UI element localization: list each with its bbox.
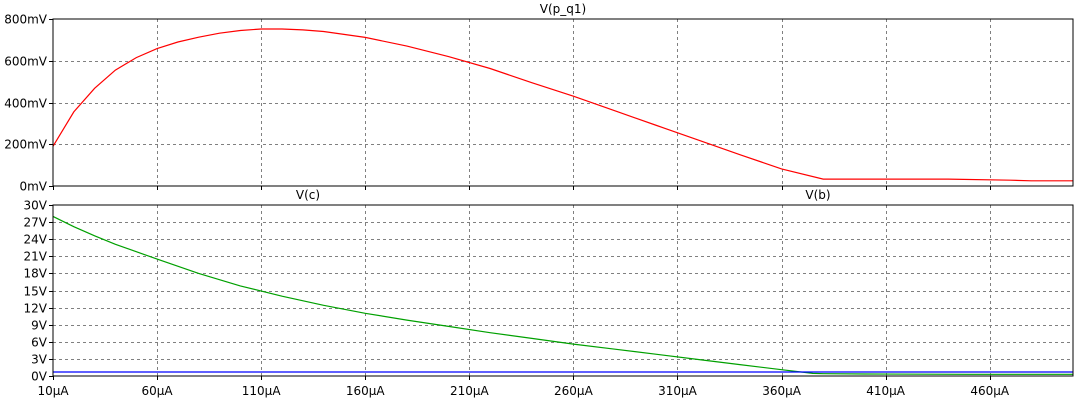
x-tick-label: 310µA [658, 384, 698, 398]
x-tick-label: 410µA [866, 384, 906, 398]
bottom-pane-frame [52, 204, 1074, 377]
trace-v-c[interactable] [52, 215, 1073, 375]
top-y-tick-label: 200mV [4, 138, 48, 152]
bottom-y-tick-label: 6V [31, 336, 48, 350]
x-tick-label: 360µA [762, 384, 802, 398]
x-tick-label: 60µA [142, 384, 174, 398]
x-tick-label: 160µA [346, 384, 386, 398]
x-tick-label: 110µA [242, 384, 282, 398]
top-y-tick-label: 0mV [19, 180, 47, 194]
bottom-y-tick-label: 18V [24, 267, 48, 281]
bottom-y-tick-label: 30V [24, 199, 48, 213]
bottom-y-tick-label: 3V [31, 353, 48, 367]
bottom-y-tick-label: 0V [31, 370, 48, 384]
trace-label-v-b[interactable]: V(b) [805, 188, 830, 202]
bottom-pane-traces [52, 215, 1073, 375]
top-pane-traces [52, 28, 1073, 182]
bottom-pane-trace-labels: V(c) V(b) [296, 188, 831, 202]
bottom-y-tick-label: 24V [24, 233, 48, 247]
top-pane-grid [53, 19, 1073, 190]
x-tick-label: 10µA [37, 384, 69, 398]
bottom-pane[interactable]: 0V 3V 6V 9V 12V 15V 18V 21V 24V 27V 30V V(c) V(b) [24, 188, 1074, 384]
x-tick-label: 210µA [450, 384, 490, 398]
x-tick-label: 260µA [554, 384, 594, 398]
top-y-tick-label: 400mV [4, 97, 48, 111]
bottom-y-tick-label: 9V [31, 319, 48, 333]
top-pane-y-axis: 0mV 200mV 400mV 600mV 800mV [4, 13, 53, 194]
bottom-y-tick-label: 12V [24, 302, 48, 316]
bottom-y-tick-label: 27V [24, 216, 48, 230]
bottom-pane-y-axis: 0V 3V 6V 9V 12V 15V 18V 21V 24V 27V 30V [24, 199, 53, 384]
bottom-y-tick-label: 15V [24, 285, 48, 299]
top-y-tick-label: 600mV [4, 55, 48, 69]
trace-label-v-p-q1[interactable]: V(p_q1) [540, 2, 586, 16]
trace-v-p-q1[interactable] [52, 28, 1073, 182]
x-axis-tick-labels: 10µA 60µA 110µA 160µA 210µA 260µA 310µA 360µA 41… [37, 384, 1009, 398]
bottom-y-tick-label: 21V [24, 250, 48, 264]
top-pane-frame [52, 18, 1074, 187]
top-y-tick-label: 800mV [4, 13, 48, 27]
top-pane-trace-labels: V(p_q1) [540, 2, 586, 16]
x-tick-label: 460µA [970, 384, 1010, 398]
trace-label-v-c[interactable]: V(c) [296, 188, 320, 202]
top-pane[interactable]: 0mV 200mV 400mV 600mV 800mV V(p_q1) [4, 2, 1074, 194]
